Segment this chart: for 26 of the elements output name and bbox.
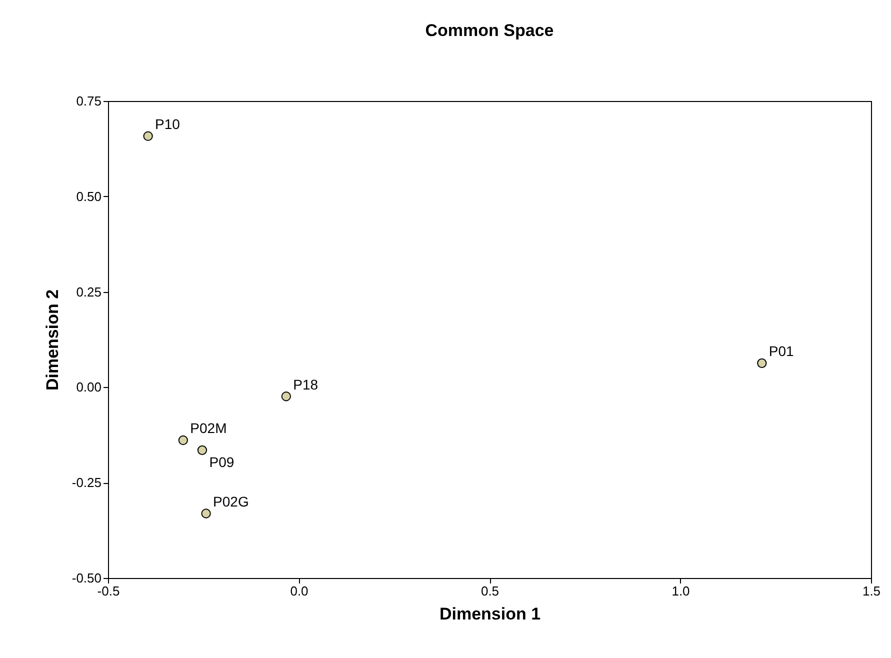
annotation: P09 — [209, 454, 234, 470]
point — [281, 392, 291, 402]
point — [757, 358, 767, 368]
y-tick-label: 0.75 — [76, 94, 102, 108]
x-tick-label: 0.5 — [480, 584, 500, 598]
x-axis-title: Dimension 1 — [439, 604, 541, 624]
y-tick-label: 0.50 — [76, 188, 102, 204]
annotation: P18 — [293, 376, 318, 392]
y-tick-label: 0.00 — [76, 380, 102, 395]
point — [178, 435, 188, 446]
y-axis-title: Dimension 2 — [42, 289, 62, 391]
annotation: P02G — [213, 494, 249, 510]
y-tick-label: -0.25 — [72, 475, 102, 490]
chart-title: Common Space — [425, 21, 554, 40]
annotation: P10 — [155, 116, 180, 132]
point — [201, 508, 211, 518]
point — [197, 445, 208, 455]
x-tick-label: 1.0 — [672, 584, 690, 598]
x-tick-label: -0.5 — [97, 584, 120, 598]
point — [143, 131, 153, 141]
annotation: P01 — [768, 343, 794, 360]
annotation: P02M — [190, 420, 227, 436]
x-tick-label: 1.5 — [862, 584, 881, 598]
y-tick-label: 0.25 — [76, 284, 102, 300]
y-tick-label: -0.50 — [72, 570, 102, 586]
x-tick-label: 0.0 — [290, 584, 308, 598]
